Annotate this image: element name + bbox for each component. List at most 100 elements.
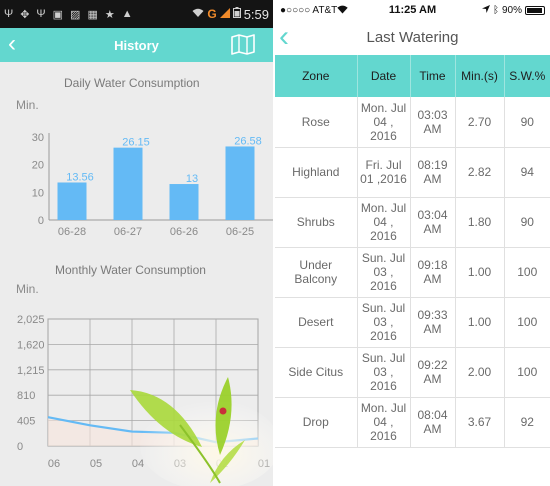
x-tick-label: 06-26 xyxy=(170,226,198,238)
daily-chart-ylabel: Min. xyxy=(16,98,39,112)
cell-date: Sun. Jul 03 , 2016 xyxy=(357,297,411,348)
usb-icon: Ψ xyxy=(4,8,14,20)
table-row[interactable]: Rose Mon. Jul 04 , 2016 03:03 AM 2.70 90 xyxy=(275,97,550,148)
gallery-icon: ▦ xyxy=(87,8,98,21)
bar-value-label: 26.58 xyxy=(234,135,262,147)
cell-min: 2.82 xyxy=(455,147,505,198)
table-row[interactable]: Under Balcony Sun. Jul 03 , 2016 09:18 AM 1… xyxy=(275,247,550,298)
y-tick-label: 0 xyxy=(38,215,44,227)
screen-divider xyxy=(273,0,275,486)
ios-nav-bar: ‹ Last Watering xyxy=(275,20,550,55)
monthly-chart-title: Monthly Water Consumption xyxy=(55,263,206,277)
y-tick-label: 810 xyxy=(17,390,35,402)
warning-icon: ▲ xyxy=(121,8,133,20)
x-tick-label: 06-28 xyxy=(58,226,86,238)
page-title: Last Watering xyxy=(366,29,459,46)
bar xyxy=(169,184,199,220)
cell-sw: 90 xyxy=(504,197,550,248)
table-row[interactable]: Drop Mon. Jul 04 , 2016 08:04 AM 3.67 92 xyxy=(275,397,550,448)
battery-icon xyxy=(232,7,241,21)
wifi-icon xyxy=(337,5,348,17)
cell-time: 09:18 AM xyxy=(410,247,456,298)
wifi-icon xyxy=(192,8,204,21)
daily-water-bar-chart: 0 10 20 30 13.56 06-28 26.15 06-27 13 06-26 26.58 0… xyxy=(32,132,273,238)
cell-sw: 100 xyxy=(504,347,550,398)
cell-date: Mon. Jul 04 , 2016 xyxy=(357,97,411,148)
cell-time: 08:04 AM xyxy=(410,397,456,448)
y-tick-label: 405 xyxy=(17,416,35,428)
cell-time: 03:04 AM xyxy=(410,197,456,248)
x-tick-label: 06-27 xyxy=(114,226,142,238)
cell-min: 2.00 xyxy=(455,347,505,398)
col-header-zone: Zone xyxy=(275,55,358,97)
monthly-chart-ylabel: Min. xyxy=(16,282,39,296)
cell-zone: Rose xyxy=(275,97,358,148)
series-area xyxy=(48,417,258,446)
android-status-bar: Ψ ✥ Ψ ▣ ▨ ▦ ★ ▲ G 5:59 xyxy=(0,0,273,28)
back-chevron-icon[interactable]: ‹ xyxy=(8,30,16,57)
x-tick-label: 06 xyxy=(48,458,60,470)
table-header-row: Zone Date Time Min.(s) S.W.% xyxy=(275,55,550,97)
map-icon[interactable] xyxy=(231,34,255,55)
photo-icon: ▣ xyxy=(52,8,64,21)
bar-value-label: 26.15 xyxy=(122,137,150,149)
cell-date: Fri. Jul 01 ,2016 xyxy=(357,147,411,198)
ios-status-time: 11:25 AM xyxy=(388,4,437,16)
signal-icon xyxy=(219,7,230,21)
table-row[interactable]: Highland Fri. Jul 01 ,2016 08:19 AM 2.82 94 xyxy=(275,147,550,198)
star-icon: ★ xyxy=(104,8,115,21)
cell-min: 1.80 xyxy=(455,197,505,248)
bluetooth-icon: ᛒ xyxy=(492,4,499,16)
daily-chart-title: Daily Water Consumption xyxy=(64,76,200,90)
bar-value-label: 13 xyxy=(186,173,198,185)
x-tick-label: 05 xyxy=(90,458,102,470)
watering-table: Zone Date Time Min.(s) S.W.% Rose Mon. Ju… xyxy=(275,55,550,448)
page-title: History xyxy=(114,37,159,53)
cell-time: 09:33 AM xyxy=(410,297,456,348)
cell-min: 3.67 xyxy=(455,397,505,448)
cell-time: 08:19 AM xyxy=(410,147,456,198)
y-tick-label: 30 xyxy=(32,132,44,144)
cell-sw: 100 xyxy=(504,297,550,348)
cell-date: Mon. Jul 04 , 2016 xyxy=(357,197,411,248)
cell-min: 1.00 xyxy=(455,247,505,298)
col-header-sw: S.W.% xyxy=(504,55,550,97)
network-type: G xyxy=(207,7,217,21)
back-chevron-icon[interactable]: ‹ xyxy=(279,20,289,53)
y-tick-label: 1,215 xyxy=(17,365,45,377)
ios-status-right: ᛒ 90% xyxy=(481,4,545,16)
cell-sw: 94 xyxy=(504,147,550,198)
cell-zone: Highland xyxy=(275,147,358,198)
y-tick-label: 10 xyxy=(32,187,44,199)
y-tick-label: 1,620 xyxy=(17,339,45,351)
cell-zone: Shrubs xyxy=(275,197,358,248)
location-arrow-icon xyxy=(481,4,490,16)
y-tick-label: 0 xyxy=(17,441,23,453)
cell-time: 09:22 AM xyxy=(410,347,456,398)
bar xyxy=(113,147,143,220)
table-row[interactable]: Desert Sun. Jul 03 , 2016 09:33 AM 1.00 100 xyxy=(275,297,550,348)
ios-status-bar: ●○○○○ AT&T 11:25 AM ᛒ 90% xyxy=(275,0,550,20)
image-icon: ▨ xyxy=(70,8,81,21)
android-debug-icon: ✥ xyxy=(20,8,30,21)
cell-date: Mon. Jul 04 , 2016 xyxy=(357,397,411,448)
table-row[interactable]: Side Citus Sun. Jul 03 , 2016 09:22 AM 2.00… xyxy=(275,347,550,398)
cell-zone: Desert xyxy=(275,297,358,348)
cell-zone: Drop xyxy=(275,397,358,448)
cell-zone: Side Citus xyxy=(275,347,358,398)
status-time: 5:59 xyxy=(243,6,269,22)
last-watering-screen: ●○○○○ AT&T 11:25 AM ᛒ 90% ‹ Last Waterin… xyxy=(275,0,550,486)
cell-min: 1.00 xyxy=(455,297,505,348)
cell-min: 2.70 xyxy=(455,97,505,148)
history-header: ‹ History xyxy=(0,28,273,62)
cell-sw: 90 xyxy=(504,97,550,148)
cell-zone: Under Balcony xyxy=(275,247,358,298)
bar-value-label: 13.56 xyxy=(66,171,94,183)
usb-icon: Ψ xyxy=(36,8,46,20)
table-row[interactable]: Shrubs Mon. Jul 04 , 2016 03:04 AM 1.80 90 xyxy=(275,197,550,248)
cell-sw: 92 xyxy=(504,397,550,448)
cell-date: Sun. Jul 03 , 2016 xyxy=(357,247,411,298)
x-tick-label: 06-25 xyxy=(226,226,254,238)
status-right: G 5:59 xyxy=(192,0,269,28)
leaf-illustration-icon xyxy=(130,377,273,486)
